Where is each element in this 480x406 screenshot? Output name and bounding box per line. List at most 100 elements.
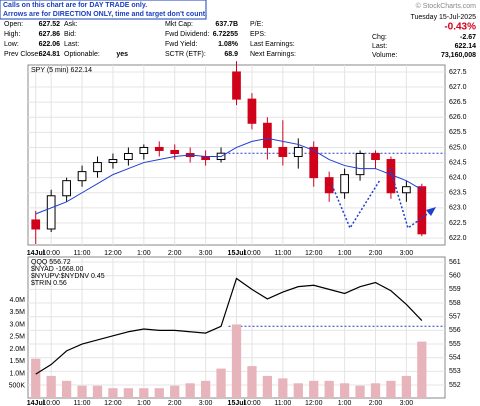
volume-bar bbox=[46, 375, 56, 398]
volume-bar bbox=[401, 375, 412, 398]
volume-bar bbox=[309, 380, 319, 398]
y-tick-label: 560 bbox=[449, 273, 461, 280]
candle-body bbox=[402, 186, 411, 194]
x-tick-label: 2:00 bbox=[168, 400, 182, 406]
quote-value: 627.86 bbox=[39, 31, 61, 38]
x-tick-label: 10:00 bbox=[42, 250, 60, 257]
volume-bar bbox=[31, 358, 41, 398]
volume-bar bbox=[417, 341, 427, 398]
quote-label: EPS: bbox=[250, 31, 266, 38]
quote-value: 1.08% bbox=[218, 41, 239, 48]
x-tick-label: 3:00 bbox=[400, 400, 414, 406]
y-tick-label: 627.5 bbox=[449, 69, 467, 76]
y-tick-label: 622.0 bbox=[449, 235, 467, 242]
volume-bar bbox=[293, 383, 303, 398]
quote-label: Chg: bbox=[372, 34, 387, 41]
quote-value: 624.81 bbox=[39, 51, 61, 58]
volume-bar bbox=[355, 385, 365, 398]
volume-bar bbox=[231, 324, 242, 398]
legend-entry: $NYAD -1668.00 bbox=[31, 266, 84, 273]
x-tick-label: 14Jul bbox=[27, 400, 45, 406]
x-tick-label: 1:00 bbox=[338, 250, 352, 257]
arrow bbox=[389, 167, 431, 230]
x-tick-label: 11:00 bbox=[74, 400, 91, 406]
quote-label: Ask: bbox=[64, 21, 78, 28]
y-tick-label: 627.0 bbox=[449, 84, 467, 91]
candle-body bbox=[124, 152, 133, 161]
y-tick-label: 622.5 bbox=[449, 220, 467, 227]
y-tick-label: 624.0 bbox=[449, 174, 467, 181]
arrow bbox=[331, 179, 381, 230]
y2-tick-label: 3.5M bbox=[9, 309, 25, 316]
y2-tick-label: 1.0M bbox=[9, 370, 25, 377]
quote-label: Last Earnings: bbox=[250, 41, 295, 48]
volume-bar bbox=[247, 366, 257, 398]
x-tick-label: 15Jul bbox=[228, 400, 246, 406]
quote-label: Last: bbox=[372, 43, 387, 50]
volume-bar bbox=[123, 388, 134, 398]
y-tick-label: 623.0 bbox=[449, 205, 467, 212]
x-tick-label: 10:00 bbox=[42, 400, 60, 406]
volume-bar bbox=[92, 385, 103, 398]
x-tick-label: 1:00 bbox=[338, 400, 352, 406]
chart-title: SPY (5 min) 622.14 bbox=[31, 67, 92, 74]
volume-bar bbox=[61, 380, 72, 398]
change-pct: -0.43% bbox=[444, 22, 476, 33]
volume-bar bbox=[370, 383, 381, 398]
arrow-head bbox=[426, 207, 436, 216]
y2-tick-label: 2.5M bbox=[9, 334, 25, 341]
volume-bar bbox=[154, 388, 164, 398]
y-tick-label: 561 bbox=[449, 259, 461, 266]
legend-entry: $TRIN 0.56 bbox=[31, 280, 67, 287]
y2-tick-label: 4.0M bbox=[9, 297, 25, 304]
quote-label: Optionable: bbox=[64, 51, 100, 58]
y-tick-label: 558 bbox=[449, 300, 461, 307]
candle-body bbox=[232, 71, 241, 100]
quote-label: SCTR (ETF): bbox=[165, 51, 206, 58]
x-tick-label: 11:00 bbox=[274, 400, 291, 406]
quote-label: Mkt Cap: bbox=[165, 21, 193, 28]
quote-value: 73,160,008 bbox=[441, 52, 476, 59]
candle-body bbox=[293, 146, 303, 158]
quote-value: 68.9 bbox=[224, 51, 238, 58]
legend-entry: QQQ 556.72 bbox=[31, 259, 71, 266]
candle-body bbox=[417, 186, 427, 235]
candle-body bbox=[170, 149, 180, 154]
candle-body bbox=[324, 177, 334, 194]
quote-label: Prev Close: bbox=[4, 51, 40, 58]
x-tick-label: 15Jul bbox=[228, 250, 246, 257]
candle-body bbox=[108, 159, 118, 164]
candle-body bbox=[263, 122, 272, 148]
y-tick-label: 625.5 bbox=[449, 129, 467, 136]
y-tick-label: 557 bbox=[449, 314, 461, 321]
candle-body bbox=[340, 174, 349, 194]
x-tick-label: 14Jul bbox=[27, 250, 45, 257]
y-tick-label: 623.5 bbox=[449, 190, 467, 197]
x-tick-label: 1:00 bbox=[137, 400, 151, 406]
x-tick-label: 3:00 bbox=[199, 400, 213, 406]
volume-bar bbox=[216, 368, 226, 398]
note: Arrows are for DIRECTION ONLY, time and … bbox=[3, 11, 207, 18]
y-tick-label: 626.5 bbox=[449, 99, 467, 106]
candle-body bbox=[154, 146, 164, 151]
x-tick-label: 3:00 bbox=[400, 250, 414, 257]
quote-value: 627.52 bbox=[39, 21, 61, 28]
quote-label: P/E: bbox=[250, 21, 263, 28]
candle-body bbox=[247, 98, 257, 124]
candle-body bbox=[371, 152, 380, 161]
x-tick-label: 1:00 bbox=[137, 250, 151, 257]
x-tick-label: 2:00 bbox=[369, 250, 383, 257]
quote-label: Last: bbox=[64, 41, 79, 48]
quote-label: Low: bbox=[4, 41, 19, 48]
y2-tick-label: 500K bbox=[9, 383, 26, 390]
x-tick-label: 10:00 bbox=[243, 250, 261, 257]
quote-value: -2.67 bbox=[460, 34, 476, 41]
volume-bar bbox=[262, 375, 273, 398]
quote-value: yes bbox=[116, 51, 128, 58]
x-tick-label: 12:00 bbox=[305, 400, 323, 406]
candle-body bbox=[278, 146, 288, 158]
x-tick-label: 10:00 bbox=[243, 400, 261, 406]
x-tick-label: 12:00 bbox=[305, 250, 323, 257]
watermark: © StockCharts.com bbox=[416, 2, 477, 10]
